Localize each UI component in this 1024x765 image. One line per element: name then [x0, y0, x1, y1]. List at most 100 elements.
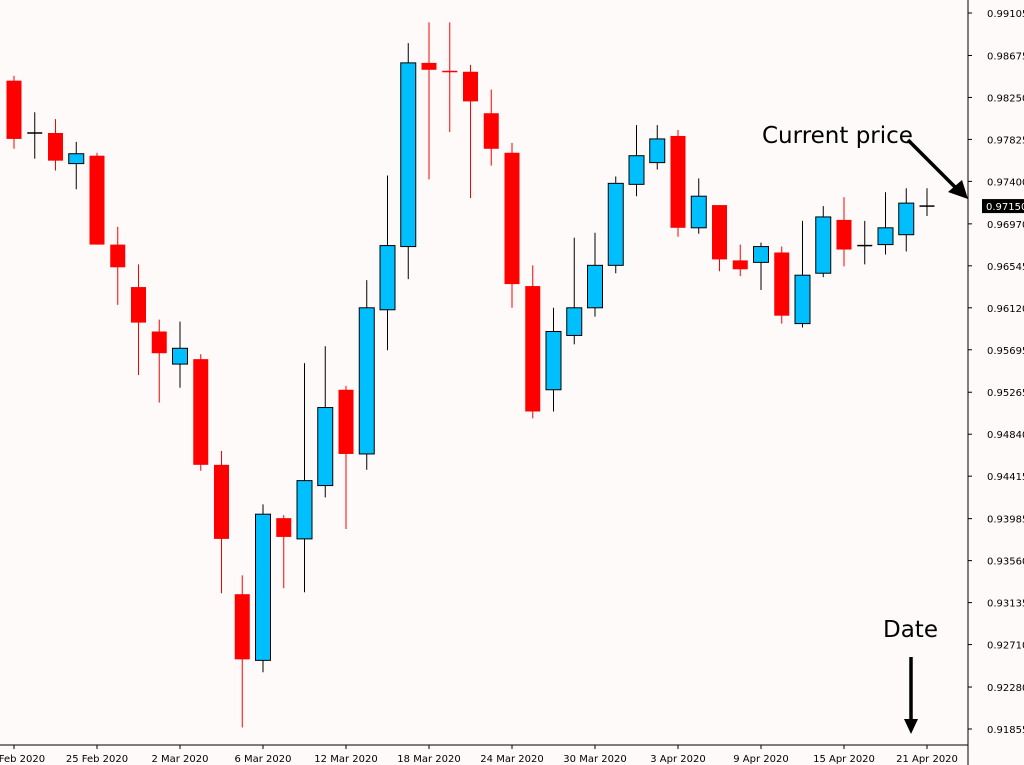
candle-body-bullish [172, 347, 188, 365]
candle-body-bearish [504, 152, 520, 285]
candle-body-bullish [358, 307, 375, 455]
current-price-annotation: Current price [762, 123, 913, 149]
candle [255, 504, 271, 673]
candle [690, 178, 707, 234]
candle-body-bullish [753, 246, 769, 263]
price-axis-tick-label: 0.93135 [987, 599, 1024, 610]
candle [338, 385, 354, 530]
candle [877, 192, 894, 255]
price-axis-tick-label: 0.95695 [987, 346, 1024, 357]
candle [670, 130, 686, 237]
candle [48, 119, 63, 171]
candle-body-bearish [89, 155, 105, 245]
candle [89, 152, 105, 245]
price-axis-tick-label: 0.96545 [987, 262, 1024, 273]
price-axis-tick-label: 0.97825 [987, 135, 1024, 146]
candle-body-bullish [379, 245, 396, 311]
price-axis-tick-label: 0.95265 [987, 388, 1024, 399]
candle [421, 22, 437, 180]
candle-body-bearish [6, 80, 22, 139]
candle [358, 280, 375, 470]
candle-body-bearish [732, 260, 748, 270]
candle-body-bullish [877, 227, 894, 246]
annotations-layer: Current price Date [762, 123, 968, 734]
candle [463, 64, 478, 199]
candle [753, 242, 769, 291]
candle-body-bearish [712, 205, 727, 260]
candle-body-bearish [442, 70, 458, 73]
candle [193, 354, 209, 471]
current-price-tag-background [982, 199, 1024, 214]
candle-body-bullish [68, 153, 85, 165]
candle [857, 220, 873, 265]
candle-body-bullish [255, 513, 271, 661]
candle-body-bearish [48, 132, 63, 161]
candle-body-bearish [234, 594, 250, 660]
date-axis-tick-label: 2 Mar 2020 [151, 754, 208, 765]
candle [732, 244, 748, 277]
candle-body-bullish [587, 264, 603, 309]
price-axis-tick-label: 0.99105 [987, 9, 1024, 20]
current-price-marker: 0.97150 [982, 199, 1024, 214]
price-axis-tick-label: 0.94415 [987, 472, 1024, 483]
candle [296, 363, 313, 593]
candle-body-bearish [276, 518, 292, 537]
date-axis-tick-label: 15 Apr 2020 [813, 754, 875, 765]
candle [566, 237, 583, 345]
candle [214, 450, 229, 594]
candle-body-bearish [670, 135, 686, 228]
date-axis-tick-label: 30 Mar 2020 [563, 754, 626, 765]
date-axis-tick-label: 9 Apr 2020 [733, 754, 788, 765]
candle-body-bearish [110, 244, 126, 268]
candle [898, 188, 915, 252]
candle [712, 205, 727, 272]
candle [172, 321, 188, 388]
candle-body-bearish [131, 287, 146, 323]
date-axis-tick-label: 21 Apr 2020 [896, 754, 958, 765]
date-axis: 20 Feb 2020 25 Feb 2020 2 Mar 2020 6 Mar 20… [0, 744, 968, 765]
candle [379, 175, 396, 351]
candle-body-bearish [338, 389, 354, 454]
candle-body-bullish [690, 195, 707, 229]
candle-body-bearish [421, 62, 437, 70]
date-arrow-head [904, 719, 918, 734]
candle [794, 220, 811, 328]
candle [607, 176, 624, 274]
candle-body-bullish [317, 407, 334, 487]
candle-body-bearish [214, 464, 229, 539]
date-axis-tick-label: 18 Mar 2020 [397, 754, 460, 765]
candle [442, 22, 458, 133]
candle [545, 307, 562, 412]
candle-body-bearish [193, 359, 209, 465]
candle [276, 515, 292, 589]
candle [587, 232, 603, 317]
date-axis-tick-label: 12 Mar 2020 [314, 754, 377, 765]
date-axis-tick-label: 24 Mar 2020 [480, 754, 543, 765]
price-axis-tick-label: 0.93985 [987, 515, 1024, 526]
candle [27, 112, 43, 159]
candle [815, 206, 832, 278]
candle [836, 197, 852, 267]
candle-body-bearish [836, 219, 852, 250]
date-axis-tick-label: 20 Feb 2020 [0, 754, 45, 765]
candles-layer [6, 22, 935, 728]
candle [504, 142, 520, 308]
candle [131, 264, 146, 375]
candle [400, 43, 417, 280]
candle [483, 89, 499, 166]
price-axis-tick-label: 0.91855 [987, 725, 1024, 736]
candle-body-bullish [649, 138, 666, 164]
candle [6, 75, 22, 149]
candle-body-bearish [525, 286, 541, 412]
candle-body-bullish [628, 155, 645, 185]
candle-body-bullish [566, 307, 583, 336]
candle-body-bearish [151, 331, 167, 354]
candle [919, 188, 935, 216]
date-axis-tick-label: 6 Mar 2020 [234, 754, 291, 765]
